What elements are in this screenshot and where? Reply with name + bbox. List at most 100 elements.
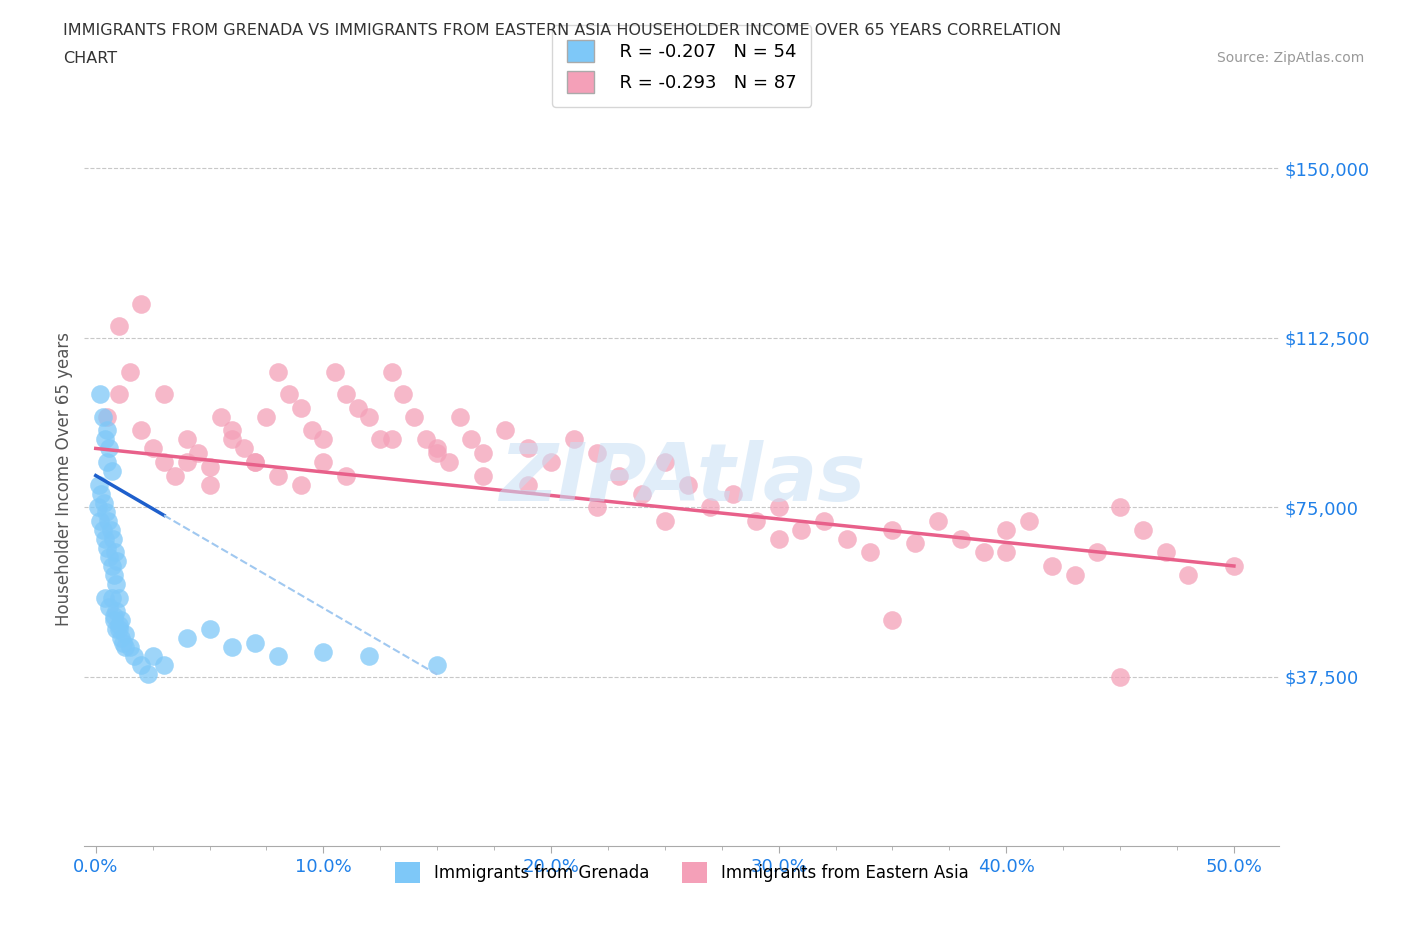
Point: [98, 599, 121, 614]
Point: [89, 513, 111, 528]
Point: [1223, 559, 1246, 574]
Point: [278, 387, 301, 402]
Point: [1063, 567, 1085, 582]
Point: [768, 499, 790, 514]
Point: [209, 409, 232, 424]
Point: [118, 365, 141, 379]
Point: [101, 531, 124, 546]
Point: [301, 423, 323, 438]
Point: [176, 432, 198, 446]
Point: [176, 455, 198, 470]
Text: CHART: CHART: [63, 51, 117, 66]
Legend: Immigrants from Grenada, Immigrants from Eastern Asia: Immigrants from Grenada, Immigrants from…: [388, 856, 976, 889]
Point: [745, 513, 768, 528]
Point: [94, 531, 117, 546]
Point: [495, 423, 517, 438]
Point: [381, 432, 404, 446]
Point: [129, 423, 152, 438]
Point: [949, 531, 972, 546]
Point: [267, 468, 290, 483]
Point: [105, 622, 128, 637]
Point: [323, 365, 346, 379]
Point: [882, 613, 904, 628]
Point: [243, 635, 266, 650]
Point: [562, 432, 585, 446]
Point: [124, 649, 146, 664]
Point: [118, 640, 141, 655]
Point: [103, 608, 125, 623]
Point: [96, 455, 118, 470]
Point: [91, 409, 114, 424]
Point: [198, 622, 221, 637]
Point: [995, 545, 1018, 560]
Point: [198, 459, 221, 474]
Point: [312, 432, 335, 446]
Point: [114, 627, 136, 642]
Point: [835, 531, 858, 546]
Point: [471, 445, 494, 460]
Point: [107, 591, 129, 605]
Point: [91, 523, 114, 538]
Point: [460, 432, 482, 446]
Point: [107, 622, 129, 637]
Point: [973, 545, 995, 560]
Point: [404, 409, 426, 424]
Point: [357, 649, 380, 664]
Point: [517, 477, 540, 492]
Point: [232, 441, 254, 456]
Point: [267, 365, 290, 379]
Point: [426, 658, 449, 673]
Point: [198, 477, 221, 492]
Point: [256, 409, 278, 424]
Point: [290, 400, 312, 415]
Point: [98, 441, 121, 456]
Point: [1109, 670, 1132, 684]
Point: [107, 319, 129, 334]
Point: [859, 545, 882, 560]
Point: [243, 455, 266, 470]
Point: [114, 640, 136, 655]
Point: [1132, 523, 1154, 538]
Point: [721, 486, 744, 501]
Point: [540, 455, 562, 470]
Point: [381, 365, 404, 379]
Point: [654, 455, 676, 470]
Point: [790, 523, 813, 538]
Point: [112, 635, 135, 650]
Point: [312, 455, 335, 470]
Point: [103, 613, 125, 628]
Point: [100, 591, 122, 605]
Point: [153, 455, 176, 470]
Text: Source: ZipAtlas.com: Source: ZipAtlas.com: [1216, 51, 1364, 65]
Point: [142, 441, 165, 456]
Point: [97, 513, 120, 528]
Point: [221, 432, 243, 446]
Point: [437, 455, 460, 470]
Point: [267, 649, 290, 664]
Point: [110, 613, 132, 628]
Point: [176, 631, 198, 645]
Point: [89, 477, 111, 492]
Point: [346, 400, 368, 415]
Point: [105, 577, 128, 591]
Point: [94, 432, 117, 446]
Point: [335, 468, 357, 483]
Point: [89, 387, 111, 402]
Point: [585, 445, 607, 460]
Point: [93, 496, 115, 511]
Point: [1154, 545, 1177, 560]
Point: [995, 523, 1018, 538]
Point: [290, 477, 312, 492]
Point: [136, 667, 159, 682]
Point: [392, 387, 415, 402]
Point: [368, 432, 391, 446]
Point: [927, 513, 949, 528]
Point: [96, 409, 118, 424]
Point: [94, 504, 117, 519]
Point: [449, 409, 471, 424]
Point: [100, 559, 122, 574]
Point: [243, 455, 266, 470]
Point: [654, 513, 676, 528]
Point: [1085, 545, 1108, 560]
Text: IMMIGRANTS FROM GRENADA VS IMMIGRANTS FROM EASTERN ASIA HOUSEHOLDER INCOME OVER : IMMIGRANTS FROM GRENADA VS IMMIGRANTS FR…: [63, 23, 1062, 38]
